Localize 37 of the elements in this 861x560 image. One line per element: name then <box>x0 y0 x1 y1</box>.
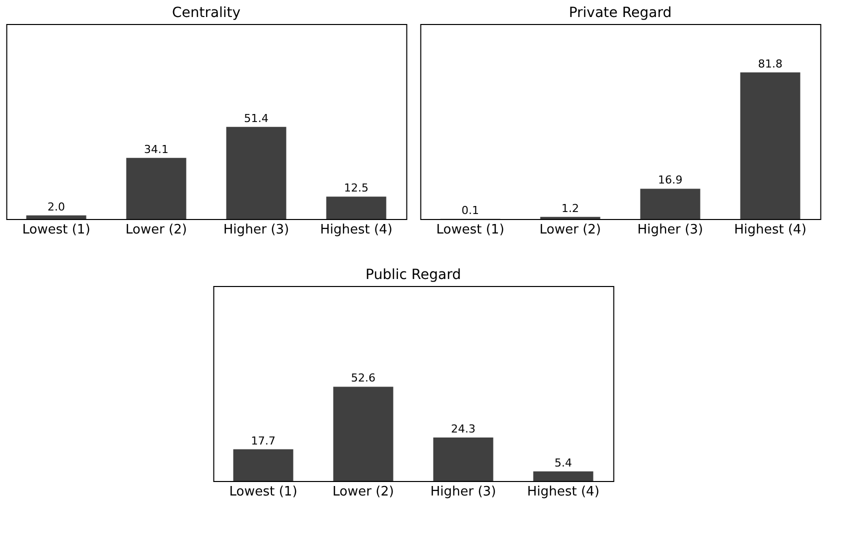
x-tick-label: Lower (2) <box>540 222 601 238</box>
chart-title: Private Regard <box>568 5 672 21</box>
x-tick-label: Lower (2) <box>126 222 187 238</box>
x-tick-label: Lowest (1) <box>22 222 90 238</box>
bar <box>126 158 186 219</box>
bar <box>740 72 800 219</box>
bar <box>533 471 594 481</box>
data-label: 1.2 <box>562 202 579 215</box>
data-label: 52.6 <box>351 372 376 385</box>
bar <box>233 449 294 481</box>
bar <box>26 215 86 219</box>
x-tick-label: Highest (4) <box>527 484 600 500</box>
x-tick-label: Higher (3) <box>223 222 290 238</box>
data-label: 51.4 <box>244 112 268 125</box>
x-tick-label: Higher (3) <box>637 222 704 238</box>
bar <box>226 126 286 219</box>
data-label: 0.1 <box>462 204 479 217</box>
data-label: 34.1 <box>144 142 168 156</box>
data-label: 16.9 <box>658 174 682 187</box>
data-label: 24.3 <box>451 422 476 436</box>
x-tick-label: Highest (4) <box>734 222 806 238</box>
data-label: 17.7 <box>251 434 276 448</box>
chart-title: Public Regard <box>366 267 461 283</box>
bar <box>640 188 700 219</box>
bar <box>433 437 494 481</box>
x-tick-label: Lowest (1) <box>229 484 298 500</box>
data-label: 2.0 <box>48 200 65 214</box>
data-label: 5.4 <box>554 456 572 470</box>
x-tick-label: Lower (2) <box>332 484 394 500</box>
data-label: 12.5 <box>344 182 368 195</box>
x-tick-label: Lowest (1) <box>436 222 504 238</box>
x-tick-label: Higher (3) <box>430 484 496 500</box>
bar <box>326 196 386 219</box>
data-label: 81.8 <box>758 57 782 70</box>
x-tick-label: Highest (4) <box>320 222 392 238</box>
chart-title: Centrality <box>172 5 241 21</box>
bar <box>333 386 394 481</box>
